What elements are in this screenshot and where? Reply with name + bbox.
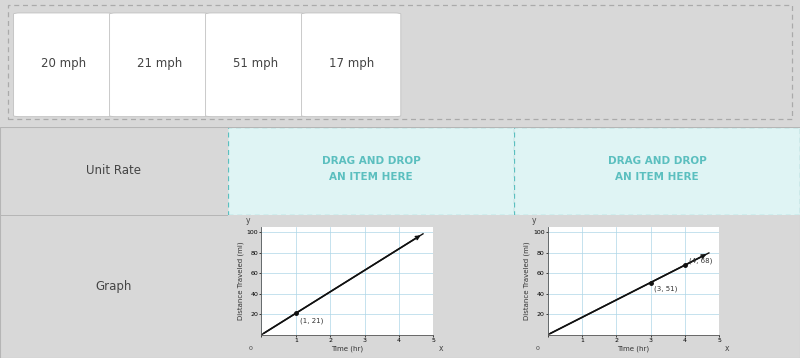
Text: (1, 21): (1, 21) <box>300 318 323 324</box>
Text: x: x <box>724 344 729 353</box>
FancyBboxPatch shape <box>302 13 401 117</box>
Text: x: x <box>438 344 443 353</box>
X-axis label: Time (hr): Time (hr) <box>618 346 650 352</box>
Text: 21 mph: 21 mph <box>137 57 182 70</box>
Text: (4, 68): (4, 68) <box>689 257 712 263</box>
Text: 0: 0 <box>535 346 539 351</box>
Text: DRAG AND DROP
AN ITEM HERE: DRAG AND DROP AN ITEM HERE <box>322 156 421 182</box>
X-axis label: Time (hr): Time (hr) <box>331 346 363 352</box>
Y-axis label: Distance Traveled (mi): Distance Traveled (mi) <box>524 242 530 320</box>
Text: (3, 51): (3, 51) <box>654 286 678 292</box>
Y-axis label: Distance Traveled (mi): Distance Traveled (mi) <box>238 242 244 320</box>
Text: 51 mph: 51 mph <box>233 57 278 70</box>
Text: 0: 0 <box>249 346 253 351</box>
FancyBboxPatch shape <box>14 13 113 117</box>
FancyBboxPatch shape <box>206 13 305 117</box>
Text: 20 mph: 20 mph <box>41 57 86 70</box>
Text: y: y <box>532 216 536 225</box>
Text: Graph: Graph <box>96 280 132 293</box>
Text: Unit Rate: Unit Rate <box>86 164 142 178</box>
Text: 17 mph: 17 mph <box>329 57 374 70</box>
FancyBboxPatch shape <box>110 13 209 117</box>
Text: y: y <box>246 216 250 225</box>
Text: DRAG AND DROP
AN ITEM HERE: DRAG AND DROP AN ITEM HERE <box>608 156 706 182</box>
